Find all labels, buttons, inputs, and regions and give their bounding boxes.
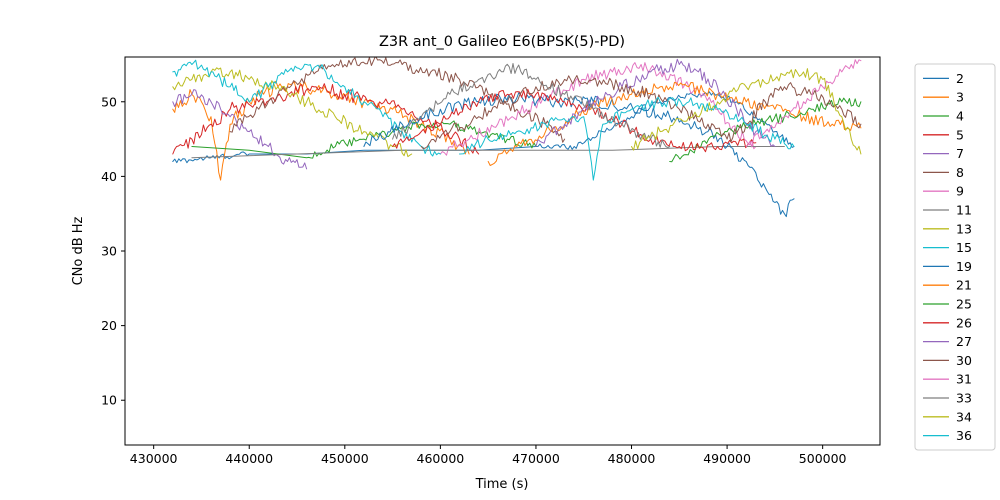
legend-label-33: 33 xyxy=(956,391,972,406)
series-line-19 xyxy=(363,92,795,218)
series-line-21 xyxy=(487,81,862,166)
series-line-31 xyxy=(745,59,862,148)
x-tick-label: 440000 xyxy=(225,451,273,466)
legend-label-21: 21 xyxy=(956,278,972,293)
y-axis-label: CNo dB Hz xyxy=(71,216,86,285)
x-tick-label: 450000 xyxy=(321,451,369,466)
legend-label-26: 26 xyxy=(956,315,972,330)
x-tick-label: 500000 xyxy=(799,451,847,466)
legend-label-15: 15 xyxy=(956,240,972,255)
legend-label-7: 7 xyxy=(956,146,964,161)
legend-label-5: 5 xyxy=(956,127,964,142)
series-line-5 xyxy=(172,83,480,155)
legend-label-11: 11 xyxy=(956,203,972,218)
x-axis-label: Time (s) xyxy=(475,477,529,492)
legend-box xyxy=(914,63,996,451)
x-tick-label: 470000 xyxy=(512,451,560,466)
series-line-15 xyxy=(172,59,441,157)
y-tick-label: 30 xyxy=(101,244,117,259)
x-axis-ticks: 430000 440000 450000 460000 470000 480000 4900… xyxy=(130,445,847,466)
legend-label-19: 19 xyxy=(956,259,972,274)
series-line-3 xyxy=(172,80,470,181)
series-line-4 xyxy=(191,120,537,159)
legend-label-8: 8 xyxy=(956,165,964,180)
legend-label-13: 13 xyxy=(956,221,972,236)
y-axis-ticks: 10 20 30 40 50 xyxy=(101,94,125,408)
y-tick-label: 40 xyxy=(101,169,117,184)
y-tick-label: 10 xyxy=(101,393,117,408)
series-lines xyxy=(172,57,862,218)
series-line-33 xyxy=(392,63,671,148)
series-line-34 xyxy=(631,68,862,155)
y-tick-label: 50 xyxy=(101,94,117,109)
legend-label-36: 36 xyxy=(956,428,972,443)
y-tick-label: 20 xyxy=(101,318,117,333)
legend-label-9: 9 xyxy=(956,184,964,199)
legend-label-2: 2 xyxy=(956,71,964,86)
x-tick-label: 430000 xyxy=(130,451,178,466)
legend-label-27: 27 xyxy=(956,334,972,349)
series-line-36 xyxy=(459,96,795,181)
x-tick-label: 490000 xyxy=(703,451,751,466)
legend-label-3: 3 xyxy=(956,90,964,105)
legend-label-25: 25 xyxy=(956,297,972,312)
legend-label-4: 4 xyxy=(956,109,964,124)
chart-title: Z3R ant_0 Galileo E6(BPSK(5)-PD) xyxy=(379,34,625,50)
x-tick-label: 460000 xyxy=(417,451,465,466)
series-line-9 xyxy=(439,62,757,156)
series-line-7 xyxy=(172,89,308,170)
legend-label-31: 31 xyxy=(956,372,972,387)
x-tick-label: 480000 xyxy=(608,451,656,466)
series-line-26 xyxy=(392,88,757,153)
legend-label-30: 30 xyxy=(956,353,972,368)
legend-label-34: 34 xyxy=(956,409,972,424)
series-line-27 xyxy=(535,58,776,147)
series-line-30 xyxy=(420,75,862,150)
